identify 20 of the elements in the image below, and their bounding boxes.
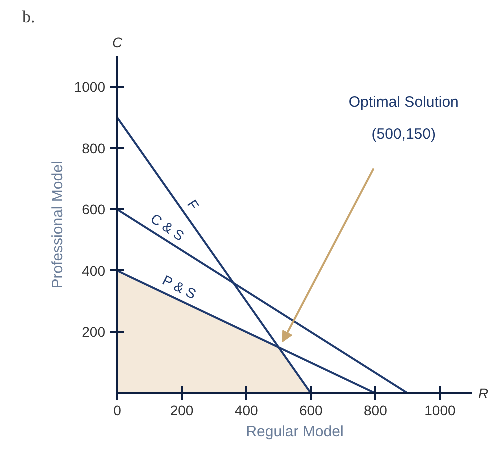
y-tick-label: 200	[82, 324, 106, 340]
text: P & S	[160, 272, 200, 302]
y-axis-title: Professional Model	[49, 161, 66, 289]
y-tick-label: 800	[82, 140, 106, 156]
x-tick-label: 1000	[424, 402, 456, 418]
y-tick-label: 600	[82, 202, 106, 218]
x-tick-label: 800	[364, 402, 388, 418]
x-tick-label: 200	[170, 402, 194, 418]
annotation: Optimal Solution (500,150)	[348, 94, 459, 144]
y-tick-label: 1000	[74, 79, 106, 96]
chart-title: b.	[22, 8, 36, 26]
text: C & S	[148, 210, 188, 244]
x-axis-title: Regular Model	[246, 424, 344, 440]
x-tick-label: 600	[299, 402, 324, 418]
text: C	[112, 34, 124, 50]
text: R	[478, 386, 489, 402]
text: F	[184, 196, 202, 213]
x-tick-label: 0	[114, 402, 122, 418]
x-tick-label: 400	[234, 402, 258, 418]
y-tick-label: 400	[82, 262, 106, 279]
